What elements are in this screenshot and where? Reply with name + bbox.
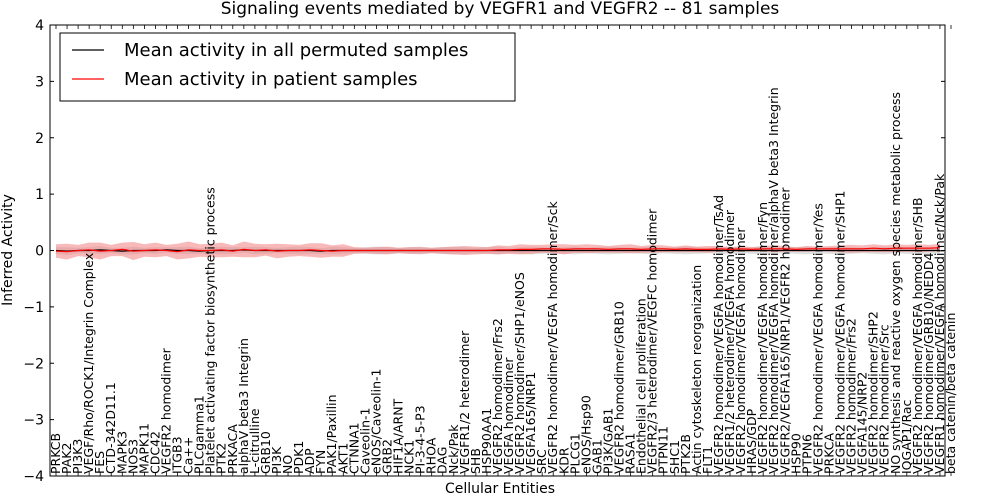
x-tick-label: VEGFR1/2 heterodimer/VEGFA homodimer <box>722 209 737 474</box>
x-tick-label: Caveolin-1 <box>357 408 372 474</box>
x-tick-label: VEGFR2 homodimer/VEGFA homodimer/Sck <box>545 201 560 474</box>
x-tick-label: NO synthesis and reactive oxygen species… <box>888 92 903 474</box>
x-tick-label: IQGAP1/Rac <box>899 399 914 474</box>
x-tick-label: VEGF/Rho/ROCK1/Integrin Complex <box>81 253 96 474</box>
x-tick-label: PLCgamma1 <box>192 395 207 474</box>
x-tick-label: PLCG1 <box>567 433 582 474</box>
x-tick-label: CDC42 <box>147 431 162 474</box>
x-tick-label: VEGFR2 homodimer/Src <box>877 324 892 474</box>
x-tick-label: VEGFR2 homodimer/SHP1/eNOS <box>512 272 527 474</box>
y-tick-label: 0 <box>35 244 44 260</box>
x-tick-label: PI3K <box>269 446 284 474</box>
x-tick-label: VEGFR2 homodimer <box>159 347 174 474</box>
x-tick-label: GRB2 <box>380 439 395 474</box>
x-tick-label: PI-3-4-5-P3 <box>413 405 428 474</box>
x-tick-label: FLT1 <box>700 446 715 474</box>
x-tick-label: HRAS/GDP <box>744 408 759 474</box>
x-tick-label: VEGFR2/3 heterodimer/VEGFC homodimer <box>645 208 660 474</box>
x-tick-label: SHC1 <box>667 440 682 474</box>
x-tick-label: CTNNA1 <box>346 422 361 474</box>
x-tick-label: Actin cytoskeleton reorganization <box>689 265 704 474</box>
x-tick-label: Endothelial cell proliferation <box>634 298 649 474</box>
x-tick-label: VEGFR2 homodimer/VEGFA homodimer/Fyn <box>755 202 770 474</box>
x-tick-label: Nck/Pak <box>446 424 461 474</box>
x-tick-label: PAK2 <box>59 443 74 474</box>
x-tick-label: PI3K3 <box>70 439 85 474</box>
x-tick-label: Ca++ <box>181 437 196 474</box>
x-tick-label: Platelet activating factor biosynthetic … <box>203 187 218 474</box>
x-tick-label: SRC <box>534 449 549 474</box>
x-tick-label: MAPK11 <box>136 423 151 474</box>
x-tick-label: VEGFR1/2 heterodimer <box>457 330 472 474</box>
y-tick-label: 2 <box>35 131 44 147</box>
x-tick-label: HSP90 <box>788 433 803 474</box>
legend-box <box>59 32 516 102</box>
x-tick-label: GAB1 <box>589 439 604 474</box>
x-tick-label: VEGFR2 homodimer/Frs2 <box>490 318 505 474</box>
x-tick-label: PRKACA <box>225 424 240 474</box>
x-tick-label: PRKCB <box>48 433 63 474</box>
x-tick-label: PTK2 <box>214 443 229 474</box>
x-tick-label: PI3K/GAB1 <box>601 408 616 474</box>
y-tick-label: −4 <box>23 469 44 485</box>
x-tick-label: DAG <box>435 447 450 474</box>
x-tick-label: KDR <box>556 447 571 474</box>
patient-mean-line <box>55 247 941 253</box>
x-tick-label: alphaV beta3 Integrin <box>236 338 251 474</box>
x-tick-label: VEGFR2 homodimer/VEGFA homodimer/SHB <box>910 197 925 474</box>
x-tick-label: ITGB3 <box>170 436 185 474</box>
x-tick-label: AKT1 <box>335 443 350 474</box>
x-tick-label: VEGFR2 homodimer/VEGFA homodimer/Yes <box>810 203 825 474</box>
x-tick-label: VEGFR2 homodimer/VEGFA homodimer/alphaV … <box>766 87 781 474</box>
x-tick-label: VEGFA homodimer <box>501 357 516 474</box>
x-axis-label: Cellular Entities <box>445 481 555 497</box>
x-tick-label: HIF1A/ARNT <box>391 398 406 474</box>
x-tick-label: MAPK3 <box>114 431 129 474</box>
x-tick-label: RASA1 <box>623 433 638 474</box>
x-tick-label: PDK1 <box>291 441 306 474</box>
x-tick-label: GRB10 <box>258 431 273 474</box>
x-tick-label: PTK2B <box>678 434 693 474</box>
x-tick-label: VEGFR2 homodimer/VEGFA homodimer/SHP1 <box>833 190 848 474</box>
x-tick-label: VEGFR2 homodimer/GRB10/NEDD4 <box>921 252 936 474</box>
legend-entry: Mean activity in patient samples <box>124 69 418 90</box>
x-tick-label: NO <box>280 455 295 474</box>
x-tick-label: VEGFR2 homodimer/GRB10 <box>612 301 627 474</box>
x-tick-label: VEGFR2 homodimer/SHP2 <box>866 311 881 474</box>
x-tick-label: ADP <box>302 448 317 474</box>
x-tick-label: PAK1/Paxillin <box>324 395 339 475</box>
x-tick-label: VEGFR2 homodimer/VEGFA homodimer <box>733 227 748 474</box>
x-tick-label: VEGFR2 homodimer/VEGFA homodimer/TsAd <box>711 195 726 474</box>
y-tick-label: 1 <box>35 187 44 203</box>
x-tick-label: HSP90AA1 <box>479 408 494 474</box>
x-tick-label: PRKCA <box>822 433 837 474</box>
x-tick-label: VEGFR2 homodimer/Frs2 <box>844 318 859 474</box>
y-tick-label: −3 <box>23 413 44 429</box>
chart-title: Signaling events mediated by VEGFR1 and … <box>221 0 780 19</box>
y-tick-label: 3 <box>35 74 44 90</box>
x-tick-label: FES <box>92 451 107 474</box>
legend-entry: Mean activity in all permuted samples <box>124 40 468 61</box>
x-tick-label: RHOA <box>424 437 439 474</box>
y-axis-label: Inferred Activity <box>0 194 16 306</box>
x-tick-label: FYN <box>313 450 328 474</box>
y-tick-label: −1 <box>23 300 44 316</box>
x-tick-label: VEGFR2/VEGFA165/NRP1/VEGFR2 homodimer <box>777 187 792 474</box>
x-tick-label: beta catenin/beta catenin <box>943 313 958 474</box>
x-tick-label: PTPN6 <box>799 434 814 474</box>
x-tick-label: CTD-342D11.1 <box>103 382 118 474</box>
x-tick-label: NOS3 <box>125 439 140 474</box>
x-tick-label: eNOS/Caveolin-1 <box>368 369 383 474</box>
x-tick-label: eNOS/Hsp90 <box>578 395 593 474</box>
x-tick-label: NCK1 <box>402 440 417 474</box>
y-tick-label: 4 <box>35 18 44 34</box>
y-tick-label: −2 <box>23 356 44 372</box>
x-tick-label: L-citrulline <box>247 408 262 474</box>
x-tick-label: VEGFA165/NRP1 <box>523 372 538 474</box>
x-tick-label: VEGFA145/NRP2 <box>855 372 870 474</box>
x-tick-label: PTPN11 <box>656 426 671 474</box>
x-tick-label: SHB <box>468 448 483 474</box>
